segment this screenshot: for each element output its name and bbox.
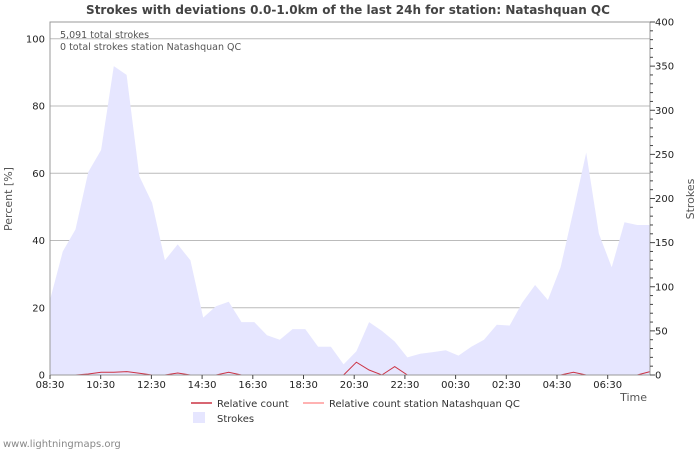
x-tick-label: 14:30: [188, 380, 217, 391]
y-tick-label: 20: [32, 303, 45, 314]
legend-label-relative-count-station: Relative count station Natashquan QC: [329, 399, 520, 410]
y2-tick-label: 50: [655, 326, 668, 337]
y-tick-label: 80: [32, 102, 45, 113]
x-tick-label: 04:30: [543, 380, 572, 391]
y-tick-label: 40: [32, 236, 45, 247]
y-axis-label: Percent [%]: [2, 167, 15, 231]
footer-credit: www.lightningmaps.org: [3, 439, 121, 450]
annotation-station-strokes: 0 total strokes station Natashquan QC: [60, 42, 242, 53]
x-tick-label: 00:30: [441, 380, 470, 391]
strokes-area-layer: [50, 66, 650, 375]
series-strokes-area: [50, 66, 650, 375]
x-axis: 08:30 10:30 12:30 14:30 16:30 18:30 20:30 22:30…: [36, 375, 622, 391]
legend-label-strokes: Strokes: [217, 414, 254, 425]
annotation-total-strokes: 5,091 total strokes: [60, 30, 149, 41]
x-tick-label: 22:30: [390, 380, 419, 391]
chart-title: Strokes with deviations 0.0-1.0km of the…: [86, 3, 610, 17]
x-tick-label: 08:30: [36, 380, 65, 391]
y-tick-label: 0: [39, 371, 45, 382]
y2-axis-label: Strokes: [684, 178, 697, 219]
x-tick-label: 02:30: [492, 380, 521, 391]
y2-tick-label: 350: [655, 62, 674, 73]
x-tick-label: 06:30: [593, 380, 622, 391]
y2-tick-label: 100: [655, 282, 674, 293]
y-axis-left: 0 20 40 60 80 100: [26, 34, 45, 381]
legend-label-relative-count: Relative count: [217, 399, 289, 410]
y2-tick-label: 300: [655, 106, 674, 117]
x-tick-label: 16:30: [238, 380, 267, 391]
y-tick-label: 60: [32, 169, 45, 180]
y2-tick-label: 250: [655, 150, 674, 161]
y2-tick-label: 150: [655, 238, 674, 249]
y2-tick-label: 0: [655, 371, 661, 382]
y2-tick-label: 400: [655, 18, 674, 29]
legend-swatch-strokes: [193, 412, 205, 423]
y2-tick-label: 200: [655, 194, 674, 205]
y-tick-label: 100: [26, 34, 45, 45]
y-axis-right: 0 50 100 150 200 250 300 350 400: [650, 18, 674, 382]
x-tick-label: 10:30: [86, 380, 115, 391]
x-tick-label: 18:30: [289, 380, 318, 391]
x-axis-label: Time: [619, 391, 647, 404]
legend: Relative count Relative count station Na…: [191, 399, 520, 425]
x-tick-label: 12:30: [137, 380, 166, 391]
x-tick-label: 20:30: [340, 380, 369, 391]
